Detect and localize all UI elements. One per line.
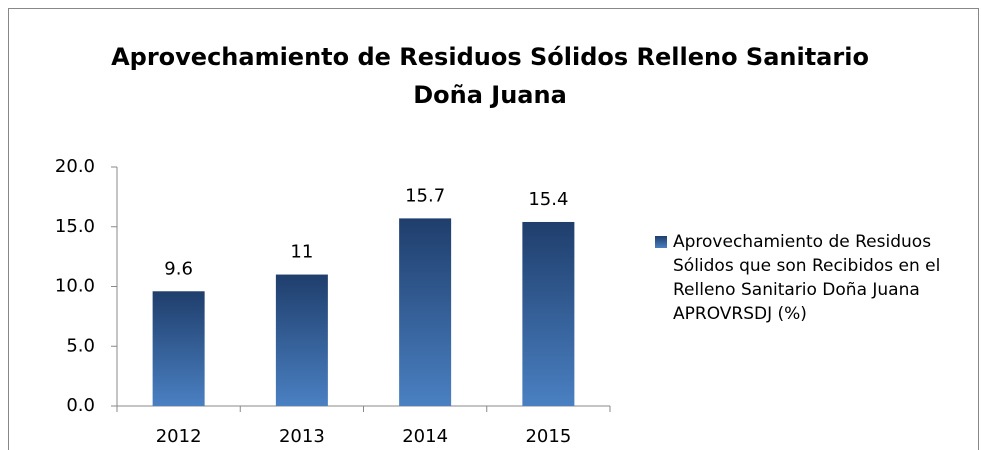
- x-tick-label: 2012: [156, 426, 202, 447]
- data-label: 15.7: [405, 185, 445, 206]
- bar: [399, 218, 452, 406]
- y-tick-label: 15.0: [55, 216, 95, 237]
- y-tick-label: 10.0: [55, 276, 95, 297]
- data-label: 15.4: [528, 189, 568, 210]
- x-tick-label: 2013: [279, 426, 325, 447]
- chart-border: [8, 8, 979, 450]
- legend-label: Aprovechamiento de Residuos Sólidos que …: [673, 232, 941, 324]
- data-label: 11: [290, 242, 313, 263]
- x-tick-label: 2014: [402, 426, 448, 447]
- bar: [152, 291, 205, 406]
- x-tick-label: 2015: [525, 426, 571, 447]
- y-tick-label: 5.0: [66, 335, 95, 356]
- bar: [275, 274, 328, 406]
- chart-title: Aprovechamiento de Residuos Sólidos Rell…: [111, 43, 869, 109]
- legend-swatch: [655, 236, 667, 248]
- y-tick-label: 20.0: [55, 156, 95, 177]
- data-label: 9.6: [164, 258, 193, 279]
- y-tick-label: 0.0: [66, 395, 95, 416]
- bar: [522, 221, 575, 406]
